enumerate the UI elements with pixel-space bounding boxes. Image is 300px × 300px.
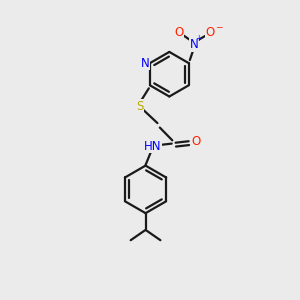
Text: −: − (215, 22, 222, 31)
Text: O: O (174, 26, 183, 39)
Text: +: + (195, 34, 201, 43)
Text: S: S (136, 100, 143, 113)
Text: N: N (190, 38, 198, 51)
Text: O: O (191, 135, 201, 148)
Text: O: O (206, 26, 215, 39)
Text: HN: HN (144, 140, 162, 153)
Text: N: N (141, 57, 149, 70)
